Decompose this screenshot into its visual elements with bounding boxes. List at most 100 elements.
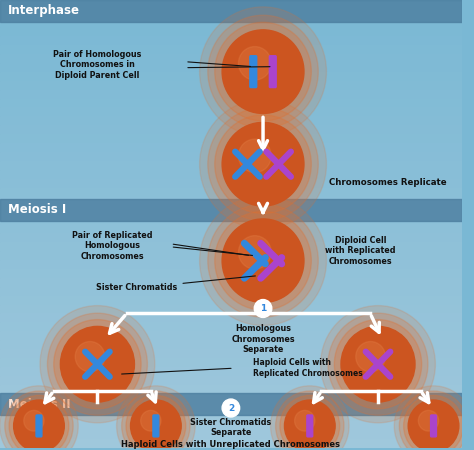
Circle shape [394, 386, 473, 450]
Text: Haploid Cells with Unreplicated Chromosomes: Haploid Cells with Unreplicated Chromoso… [121, 440, 340, 449]
Circle shape [222, 30, 304, 113]
Circle shape [334, 320, 422, 409]
Text: 2: 2 [228, 404, 234, 413]
Circle shape [215, 212, 311, 310]
Text: Haploid Cells with
Replicated Chromosomes: Haploid Cells with Replicated Chromosome… [253, 359, 363, 378]
Bar [0, 322, 462, 331]
Circle shape [40, 306, 155, 423]
Bar [0, 45, 462, 54]
Circle shape [141, 410, 161, 431]
Circle shape [54, 320, 141, 409]
Circle shape [399, 391, 468, 450]
Bar [0, 385, 462, 394]
Text: Chromosomes Replicate: Chromosomes Replicate [329, 178, 447, 187]
Bar [0, 126, 462, 135]
Bar [0, 36, 462, 45]
Circle shape [208, 15, 318, 128]
Circle shape [200, 196, 327, 325]
Bar [0, 394, 462, 403]
Bar [0, 108, 462, 117]
Bar [0, 349, 462, 358]
Bar [0, 314, 462, 322]
FancyBboxPatch shape [430, 415, 437, 437]
Circle shape [208, 204, 318, 317]
FancyBboxPatch shape [307, 415, 313, 437]
Text: Sister Chromatids
Separate: Sister Chromatids Separate [190, 418, 272, 437]
Bar [0, 135, 462, 143]
Bar [0, 143, 462, 152]
Circle shape [117, 386, 195, 450]
Circle shape [208, 108, 318, 220]
Circle shape [238, 46, 271, 80]
Bar [0, 199, 462, 221]
Circle shape [60, 326, 135, 402]
Bar [0, 215, 462, 224]
Bar [0, 206, 462, 215]
Bar [0, 287, 462, 296]
Bar [0, 117, 462, 126]
Bar [0, 242, 462, 251]
Bar [0, 170, 462, 179]
Bar [0, 296, 462, 305]
Circle shape [222, 399, 240, 417]
Bar [0, 367, 462, 376]
Circle shape [271, 386, 349, 450]
Circle shape [404, 396, 464, 450]
Text: Sister Chromatids: Sister Chromatids [96, 283, 177, 292]
Bar [0, 54, 462, 63]
Circle shape [356, 342, 385, 372]
Bar [0, 224, 462, 233]
Circle shape [254, 300, 272, 317]
Bar [0, 358, 462, 367]
Text: Interphase: Interphase [8, 4, 80, 18]
Bar [0, 403, 462, 412]
Circle shape [126, 396, 186, 450]
Bar [0, 161, 462, 170]
Circle shape [215, 22, 311, 121]
Bar [0, 81, 462, 90]
Text: Meiosis I: Meiosis I [8, 203, 66, 216]
Bar [0, 393, 462, 415]
Circle shape [419, 410, 438, 431]
Bar [0, 63, 462, 72]
Bar [0, 152, 462, 161]
Bar [0, 251, 462, 260]
Bar [0, 439, 462, 448]
FancyBboxPatch shape [250, 56, 257, 88]
Circle shape [238, 236, 271, 269]
Bar [0, 233, 462, 242]
Circle shape [200, 99, 327, 229]
Bar [0, 197, 462, 206]
Circle shape [14, 400, 64, 450]
Circle shape [222, 122, 304, 206]
Text: Homologous
Chromosomes
Separate: Homologous Chromosomes Separate [231, 324, 295, 354]
Bar [0, 0, 462, 22]
Circle shape [222, 219, 304, 302]
Text: Pair of Replicated
Homologous
Chromosomes: Pair of Replicated Homologous Chromosome… [72, 231, 152, 261]
Bar [0, 0, 462, 9]
Circle shape [275, 391, 344, 450]
Text: 1: 1 [260, 304, 266, 313]
Bar [0, 278, 462, 287]
Circle shape [200, 7, 327, 136]
Circle shape [238, 139, 271, 172]
Bar [0, 331, 462, 340]
Circle shape [341, 326, 415, 402]
Circle shape [408, 400, 459, 450]
Circle shape [47, 313, 147, 415]
Bar [0, 90, 462, 99]
Bar [0, 430, 462, 439]
Circle shape [24, 410, 44, 431]
Text: Meiosis II: Meiosis II [8, 397, 71, 410]
Circle shape [280, 396, 340, 450]
Bar [0, 269, 462, 278]
Circle shape [215, 115, 311, 213]
Circle shape [9, 396, 69, 450]
Circle shape [328, 313, 428, 415]
Bar [0, 305, 462, 314]
Circle shape [0, 386, 78, 450]
Circle shape [5, 391, 73, 450]
FancyBboxPatch shape [269, 56, 276, 88]
Bar [0, 421, 462, 430]
Circle shape [130, 400, 181, 450]
